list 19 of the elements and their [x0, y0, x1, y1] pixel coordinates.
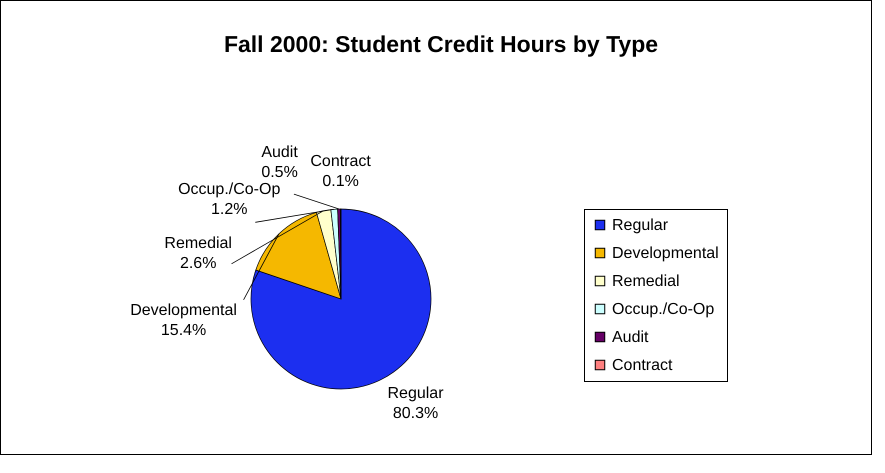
chart-title: Fall 2000: Student Credit Hours by Type: [224, 31, 658, 57]
data-label: 0.1%: [322, 173, 359, 190]
slice-label: Occup./Co-Op: [178, 180, 280, 198]
data-label: 80.3%: [392, 405, 438, 422]
slice-label: Regular: [388, 385, 444, 402]
data-label: 0.5%: [261, 164, 298, 182]
slice-label: Remedial: [164, 235, 232, 252]
legend-label: Contract: [612, 357, 674, 374]
legend-label: Regular: [612, 217, 669, 234]
legend-label: Audit: [612, 329, 650, 346]
legend-label: Occup./Co-Op: [612, 301, 714, 318]
slice-label: Audit: [261, 144, 298, 162]
data-label: 2.6%: [180, 255, 216, 272]
slice-label: Developmental: [130, 302, 237, 319]
data-label: 15.4%: [160, 322, 206, 339]
data-label: 1.2%: [210, 200, 248, 218]
legend-label: Remedial: [612, 273, 680, 290]
slice-label: Contract: [310, 153, 372, 170]
legend-label: Developmental: [612, 245, 719, 262]
